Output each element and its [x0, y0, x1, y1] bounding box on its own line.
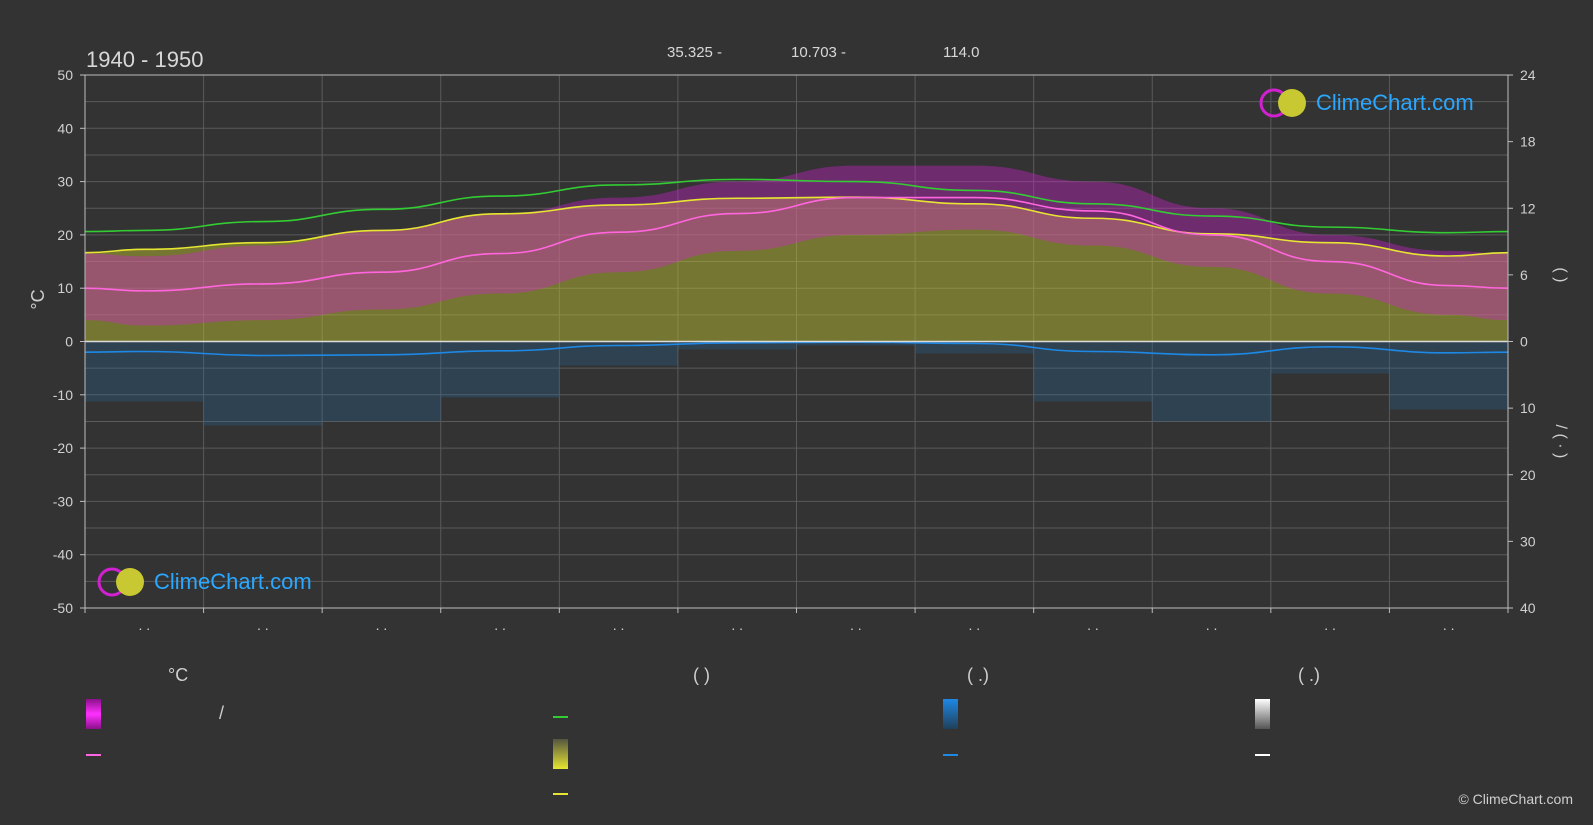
climechart-logo-icon	[1259, 88, 1306, 118]
y-tick-left: -50	[53, 600, 73, 616]
legend-sun-head: ( )	[693, 665, 710, 685]
axes	[80, 74, 1513, 613]
x-tick-label: . .	[969, 617, 981, 633]
logo-text: ClimeChart.com	[1316, 90, 1474, 115]
temperature-range-band	[85, 165, 1508, 326]
y-tick-right-top: 6	[1520, 267, 1528, 283]
logo-bottom[interactable]: ClimeChart.com	[96, 565, 312, 599]
x-tick-label: . .	[1087, 617, 1099, 633]
x-tick-label: . .	[731, 617, 743, 633]
legend-temp-mean-line	[86, 754, 101, 756]
logo-top[interactable]: ClimeChart.com	[1258, 86, 1474, 120]
y-tick-right-bottom: 20	[1520, 467, 1536, 483]
y-tick-right-top: 24	[1520, 67, 1536, 83]
copyright: © ClimeChart.com	[1458, 791, 1573, 807]
legend-rain-swatch	[943, 699, 958, 729]
y-tick-left: 30	[57, 174, 73, 190]
y-tick-left: -10	[53, 387, 73, 403]
x-tick-label: . .	[1443, 617, 1455, 633]
data-lines	[84, 178, 1509, 357]
x-tick-label: . .	[613, 617, 625, 633]
legend-snow-swatch	[1255, 699, 1270, 729]
y-tick-right-bottom: 40	[1520, 600, 1536, 616]
legend-sunshine-line	[553, 793, 568, 795]
data-bands	[85, 165, 1508, 426]
precipitation-line	[84, 341, 1509, 357]
precipitation-bar	[677, 341, 797, 350]
precipitation-bar	[559, 341, 678, 366]
temperature-mean-line	[84, 196, 1509, 292]
y-tick-left: 50	[57, 67, 73, 83]
legend-rain-line	[943, 754, 958, 756]
y-tick-left: 20	[57, 227, 73, 243]
elevation-label: 114.0	[943, 44, 980, 61]
y-tick-left: -30	[53, 493, 73, 509]
precipitation-bar	[796, 341, 916, 346]
y-tick-left: 0	[65, 334, 73, 350]
x-tick-label: . .	[1324, 617, 1336, 633]
period-title: 1940 - 1950	[86, 47, 204, 72]
y-tick-left: -40	[53, 547, 73, 563]
y-axis-label-right-top: ( )	[1552, 267, 1569, 282]
y-tick-left: 40	[57, 120, 73, 136]
precipitation-bar	[1033, 341, 1153, 402]
legend-sunshine-range-swatch	[553, 739, 568, 769]
legend-temp-head: °C	[168, 665, 189, 685]
legend-slash: /	[219, 703, 225, 723]
logo-text: ClimeChart.com	[154, 569, 312, 594]
y-axis-label-left: °C	[28, 289, 48, 309]
sunshine-line	[84, 196, 1509, 257]
x-tick-label: . .	[376, 617, 388, 633]
precipitation-bar	[915, 341, 1034, 354]
climechart-logo-icon	[97, 567, 144, 597]
legend-daylight-line	[553, 716, 568, 718]
x-tick-label: . .	[1206, 617, 1218, 633]
x-tick-label: . .	[138, 617, 150, 633]
x-tick-label: . .	[494, 617, 506, 633]
latitude-label: 35.325 -	[667, 44, 723, 61]
sunshine-band	[85, 197, 1508, 342]
x-tick-label: . .	[850, 617, 862, 633]
y-tick-right-bottom: 30	[1520, 533, 1536, 549]
y-tick-right-top: 18	[1520, 134, 1536, 150]
x-tick-label: . .	[257, 617, 269, 633]
y-tick-right-bottom: 10	[1520, 400, 1536, 416]
legend-snow-line	[1255, 754, 1270, 756]
y-tick-left: -20	[53, 440, 73, 456]
y-tick-left: 10	[57, 280, 73, 296]
y-tick-right-top: 0	[1520, 334, 1528, 350]
legend-rain-head: ( .)	[967, 665, 989, 685]
longitude-label: 10.703 -	[791, 44, 847, 61]
tick-labels: 50 40 30 20 10 0 -10 -20 -30 -40 -50 °C 24 18 12 6 0 10 20…	[28, 67, 1569, 633]
precipitation-bar	[85, 341, 204, 402]
legend-snow-head: ( .)	[1298, 665, 1320, 685]
y-tick-right-top: 12	[1520, 200, 1536, 216]
daylight-line	[84, 178, 1509, 234]
legend-temp-range-swatch	[86, 699, 101, 729]
y-axis-label-right-bottom: / ( · )	[1552, 425, 1569, 459]
